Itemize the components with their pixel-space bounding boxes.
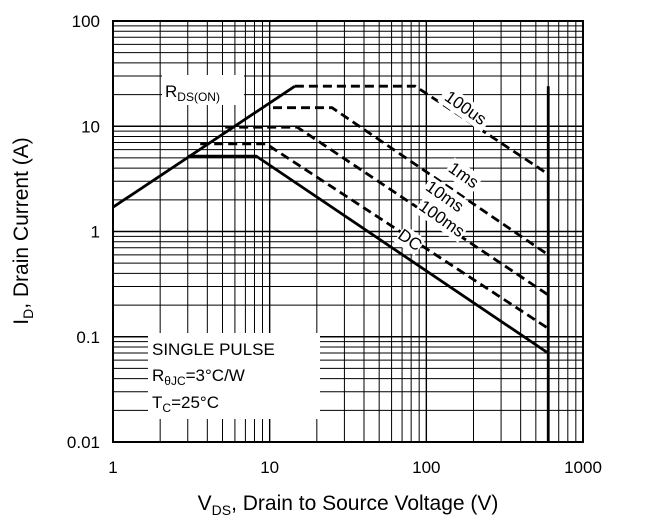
curves	[113, 84, 550, 442]
plot-frame	[112, 20, 584, 443]
series-label-bg	[413, 195, 470, 243]
series-label-bg	[443, 157, 484, 194]
annotation-line-1: SINGLE PULSE	[152, 340, 275, 359]
x-tick-label: 100	[412, 458, 440, 477]
annotation-line-3: TC=25°C	[152, 393, 219, 415]
x-tick-label: 1000	[564, 458, 602, 477]
x-tick-label: 1	[108, 458, 117, 477]
y-tick-label: 100	[72, 12, 100, 31]
x-axis-title: VDS, Drain to Source Voltage (V)	[198, 492, 499, 518]
y-tick-label: 0.1	[76, 328, 100, 347]
series-label-bg	[420, 175, 469, 218]
rds-on-label: RDS(ON)	[165, 82, 220, 104]
y-axis-title: ID, Drain Current (A)	[10, 137, 36, 325]
series-line-1ms	[273, 106, 549, 256]
series-line-100ms	[200, 142, 549, 330]
series-line-100us	[294, 84, 549, 176]
series-label-bg	[437, 84, 494, 133]
y-tick-label: 0.01	[67, 433, 100, 452]
series-line-10ms	[225, 125, 549, 297]
annotation-box	[148, 333, 320, 419]
series-line-dc	[187, 154, 549, 355]
rds-on-limit-line	[113, 85, 296, 209]
tick-labels: 1 10 100 1000 0.01 0.1 1 10 100	[67, 12, 602, 477]
annotation-line-2: RθJC=3°C/W	[152, 366, 245, 388]
x-tick-label: 10	[260, 458, 279, 477]
y-tick-label: 1	[91, 223, 100, 242]
y-tick-label: 10	[81, 117, 100, 136]
series-label-bg	[393, 225, 426, 256]
series-label-group: 100us	[437, 84, 494, 133]
rds-label-bg	[162, 75, 244, 105]
